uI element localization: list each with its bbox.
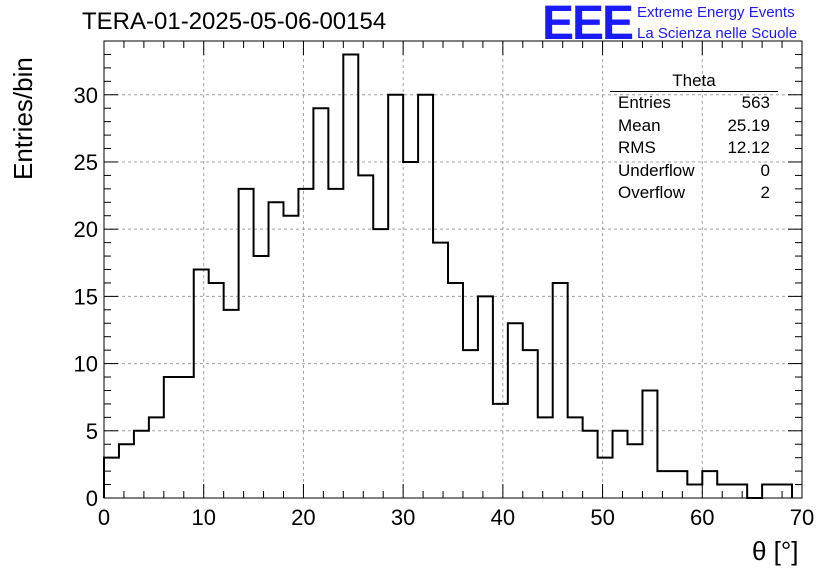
histogram-bin [119,444,134,498]
histogram-bin [777,485,792,498]
histogram-bin [568,417,583,498]
histogram-bin [687,485,702,498]
stats-box-title: Theta [610,70,778,92]
stats-value: 563 [741,93,770,112]
histogram-bin [239,189,254,498]
histogram-bin [762,485,777,498]
y-tick-label: 25 [74,150,98,175]
y-tick-label: 0 [86,486,98,511]
y-tick-label: 20 [74,217,98,242]
logo-line-1: Extreme Energy Events [637,4,795,21]
histogram-bin [448,283,463,498]
stats-label: Underflow [618,160,695,180]
histogram-bin [672,471,687,498]
y-tick-label: 15 [74,284,98,309]
histogram-bin [209,283,224,498]
histogram-bin [403,162,418,498]
histogram-bin [613,431,628,498]
stats-value: 12.12 [727,138,770,157]
stats-row-overflow: Overflow 2 [610,182,778,205]
stats-row-mean: Mean 25.19 [610,115,778,138]
histogram-bin [388,95,403,498]
histogram-bin [657,471,672,498]
stats-label: Mean [618,115,661,135]
histogram-bin [478,296,493,498]
stats-value: 0 [760,160,770,180]
histogram-bin [493,404,508,498]
histogram-bin [702,471,717,498]
histogram-bin [194,270,209,499]
histogram-bin [508,323,523,498]
run-title: TERA-01-2025-05-06-00154 [82,8,387,35]
x-tick-label: 30 [391,505,415,530]
stats-box: Theta Entries 563 Mean 25.19 RMS 12.12 U… [610,70,778,205]
y-tick-label: 30 [74,83,98,108]
histogram-bin [583,431,598,498]
histogram-bin [717,485,732,498]
histogram-bin [538,417,553,498]
x-tick-label: 10 [191,505,215,530]
x-tick-label: 70 [790,505,814,530]
histogram-bin [224,310,239,498]
histogram-bin [628,444,643,498]
histogram-bin [269,202,284,498]
histogram-bin [104,458,119,498]
stats-label: RMS [618,138,656,157]
histogram-bin [254,256,269,498]
stats-label: Entries [618,93,671,112]
stats-value: 2 [760,183,770,202]
histogram-bin [179,377,194,498]
stats-label: Overflow [618,183,686,202]
histogram-bin [343,54,358,498]
histogram-bin [418,95,433,498]
eee-logo: EEE [542,0,634,50]
histogram-bin [642,390,657,498]
x-tick-label: 40 [491,505,515,530]
x-tick-label: 50 [590,505,614,530]
x-axis-label: θ [°] [752,536,799,566]
stats-row-underflow: Underflow 0 [610,160,778,183]
histogram-bin [463,350,478,498]
histogram-bin [283,216,298,498]
histogram-bin [433,243,448,498]
histogram-bin [598,458,613,498]
histogram-bin [149,417,164,498]
logo-line-2: La Scienza nelle Scuole [637,25,798,42]
histogram-bin [298,189,313,498]
x-tick-label: 60 [690,505,714,530]
stats-row-rms: RMS 12.12 [610,137,778,160]
histogram-bin [313,108,328,498]
histogram-bin [164,377,179,498]
histogram-series [103,53,794,499]
stats-value: 25.19 [727,115,770,135]
stats-row-entries: Entries 563 [610,92,778,115]
x-tick-label: 0 [98,505,110,530]
y-axis-label: Entries/bin [8,57,38,180]
histogram-bin [134,431,149,498]
histogram-bin [358,175,373,498]
histogram-bin [373,229,388,498]
x-tick-label: 20 [291,505,315,530]
histogram-bin [328,189,343,498]
y-tick-label: 5 [86,419,98,444]
y-tick-label: 10 [74,352,98,377]
histogram-bin [553,283,568,498]
histogram-bin [523,350,538,498]
histogram-bin [732,485,747,498]
